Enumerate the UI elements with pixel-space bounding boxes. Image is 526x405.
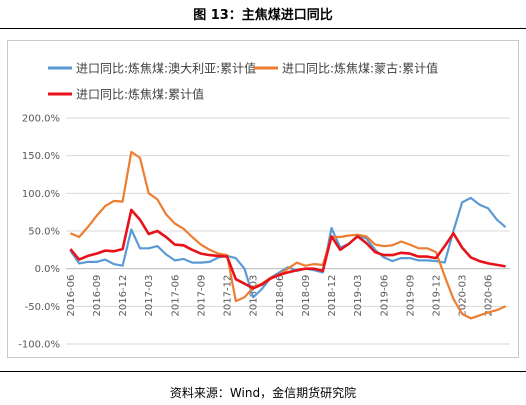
top-rule	[0, 28, 526, 29]
x-tick-label: 2019-03	[353, 275, 364, 317]
y-tick-label: 100.0%	[22, 189, 60, 200]
chart-frame: -100.0% -50.0% 0.0% 50.0% 100.0% 150.0% 200.0%…	[7, 40, 519, 358]
series-lines	[69, 150, 507, 320]
legend-label: 进口同比:炼焦煤:澳大利亚:累计值	[76, 61, 256, 76]
x-tick-label: 2017-03	[144, 275, 155, 317]
line-chart: -100.0% -50.0% 0.0% 50.0% 100.0% 150.0% 200.0%…	[18, 61, 510, 351]
x-tick-label: 2020-06	[484, 275, 495, 317]
x-tick-label: 2017-12	[223, 275, 234, 317]
y-tick-label: 200.0%	[22, 114, 60, 125]
y-tick-label: 150.0%	[22, 151, 60, 162]
x-tick-label: 2018-06	[275, 275, 286, 317]
figure-title: 图 13：主焦煤进口同比	[193, 8, 333, 23]
x-tick-label: 2017-06	[170, 275, 181, 317]
source-note: 资料来源：Wind，金信期货研究院	[169, 386, 357, 400]
legend: 进口同比:炼焦煤:澳大利亚:累计值 进口同比:炼焦煤:蒙古:累计值进口同比:炼焦煤…	[48, 61, 438, 102]
legend-label: 进口同比:炼焦煤:蒙古:累计值	[282, 61, 438, 76]
x-tick-label: 2016-09	[92, 275, 103, 317]
x-tick-label: 2016-06	[66, 275, 77, 317]
x-tick-label: 2016-12	[118, 275, 129, 317]
x-tick-label: 2019-12	[432, 275, 443, 317]
x-tick-label: 2020-03	[458, 275, 469, 317]
x-tick-label: 2019-09	[405, 275, 416, 317]
x-tick-label: 2018-09	[301, 275, 312, 317]
series-line-2	[69, 150, 507, 320]
series-line-1	[69, 196, 507, 299]
x-tick-label: 2018-12	[327, 275, 338, 317]
x-tick-label: 2017-09	[196, 275, 207, 317]
y-axis-ticks: -100.0% -50.0% 0.0% 50.0% 100.0% 150.0% 200.0%	[18, 114, 60, 351]
y-tick-label: 50.0%	[28, 227, 60, 238]
series-line-3	[69, 208, 506, 290]
x-axis: 2016-06 2016-09 2016-12 2017-03 2017-06 2017-…	[66, 268, 510, 317]
y-tick-label: -50.0%	[25, 302, 60, 313]
legend-label: 进口同比:炼焦煤:累计值	[76, 87, 204, 102]
bottom-rule	[0, 371, 526, 372]
y-tick-label: -100.0%	[18, 340, 60, 351]
y-tick-label: 0.0%	[35, 264, 60, 275]
x-tick-label: 2019-06	[379, 275, 390, 317]
